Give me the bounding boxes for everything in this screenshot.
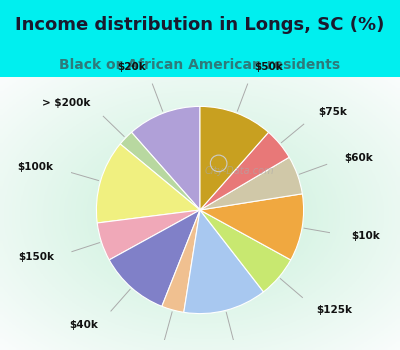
Wedge shape [162, 210, 200, 312]
Text: $60k: $60k [344, 153, 373, 163]
Wedge shape [97, 210, 200, 260]
Text: $20k: $20k [117, 62, 146, 71]
Text: Black or African American residents: Black or African American residents [60, 57, 340, 72]
Text: $10k: $10k [351, 231, 380, 242]
Text: $125k: $125k [316, 304, 352, 315]
Text: $50k: $50k [254, 62, 283, 71]
Wedge shape [184, 210, 264, 314]
Text: Income distribution in Longs, SC (%): Income distribution in Longs, SC (%) [15, 16, 385, 34]
Wedge shape [120, 132, 200, 210]
Wedge shape [109, 210, 200, 306]
Text: $75k: $75k [318, 107, 347, 117]
Wedge shape [200, 157, 302, 210]
Text: $100k: $100k [17, 162, 53, 172]
Text: > $200k: > $200k [42, 98, 90, 108]
Wedge shape [96, 144, 200, 223]
Text: City-Data.com: City-Data.com [204, 166, 274, 176]
Text: $40k: $40k [70, 320, 99, 330]
Wedge shape [200, 106, 268, 210]
Text: $150k: $150k [18, 252, 54, 262]
Wedge shape [200, 210, 291, 292]
Wedge shape [132, 106, 200, 210]
Wedge shape [200, 132, 289, 210]
Wedge shape [200, 194, 304, 260]
